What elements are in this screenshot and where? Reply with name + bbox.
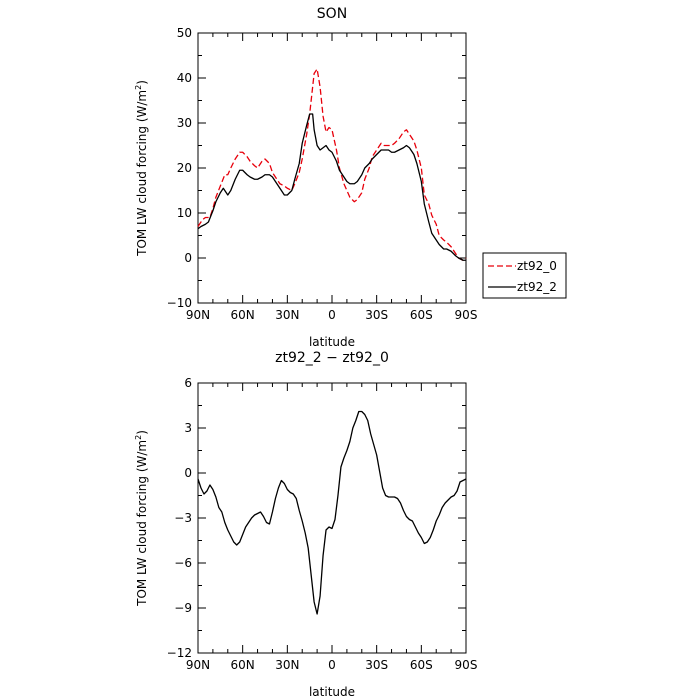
x-tick-label: 90N	[186, 658, 210, 672]
y-tick-label: 3	[184, 421, 192, 435]
y-tick-label: 20	[177, 161, 192, 175]
x-tick-label: 30S	[365, 308, 388, 322]
y-tick-label: −12	[167, 646, 192, 660]
y-tick-label: −6	[174, 556, 192, 570]
legend-label-zt92-2: zt92_2	[517, 280, 557, 294]
series-layer	[197, 68, 467, 261]
top-panel: SON 90N 60N 30N 0 30S 60S 90S −10 0 10 20 30 40 50 la…	[134, 6, 477, 349]
series-line-zt92_2	[197, 113, 466, 261]
x-tick-label: 0	[328, 658, 336, 672]
bottom-panel: zt92_2 − zt92_0 90N 60N 30N 0 30S 60S 90S −12 −9…	[134, 350, 477, 699]
axis-ticks: 90N 60N 30N 0 30S 60S 90S −10 0 10 20 30 40 50	[167, 26, 478, 322]
y-axis-label: TOM LW cloud forcing (W/m2)	[134, 80, 149, 257]
y-tick-label: 50	[177, 26, 192, 40]
legend-label-zt92-0: zt92_0	[517, 259, 557, 273]
x-axis-label: latitude	[309, 685, 355, 699]
x-tick-label: 30N	[275, 308, 299, 322]
legend-box	[482, 252, 567, 299]
legend: zt92_0 zt92_2	[482, 252, 567, 299]
y-axis-label: TOM LW cloud forcing (W/m2)	[134, 430, 149, 607]
x-tick-label: 60S	[410, 308, 433, 322]
y-tick-label: 10	[177, 206, 192, 220]
x-axis-label: latitude	[309, 335, 355, 349]
y-tick-label: −10	[167, 296, 192, 310]
chart-title: zt92_2 − zt92_0	[275, 350, 389, 366]
y-tick-label: 0	[184, 251, 192, 265]
x-tick-label: 60N	[231, 658, 255, 672]
axis-ticks: 90N 60N 30N 0 30S 60S 90S −12 −9 −6 −3 0 3 6	[167, 376, 478, 672]
y-tick-label: −9	[174, 601, 192, 615]
y-tick-label: 40	[177, 71, 192, 85]
series-layer	[197, 410, 467, 615]
x-tick-label: 60S	[410, 658, 433, 672]
x-tick-label: 0	[328, 308, 336, 322]
x-tick-label: 90N	[186, 308, 210, 322]
chart-title: SON	[317, 6, 347, 22]
x-tick-label: 90S	[455, 658, 478, 672]
x-tick-label: 60N	[231, 308, 255, 322]
series-line-series-0	[197, 410, 467, 615]
y-tick-label: 0	[184, 466, 192, 480]
y-tick-label: 6	[184, 376, 192, 390]
x-tick-label: 30N	[275, 658, 299, 672]
y-tick-label: 30	[177, 116, 192, 130]
x-tick-label: 30S	[365, 658, 388, 672]
y-tick-label: −3	[174, 511, 192, 525]
x-tick-label: 90S	[455, 308, 478, 322]
series-line-zt92_0	[197, 68, 467, 261]
